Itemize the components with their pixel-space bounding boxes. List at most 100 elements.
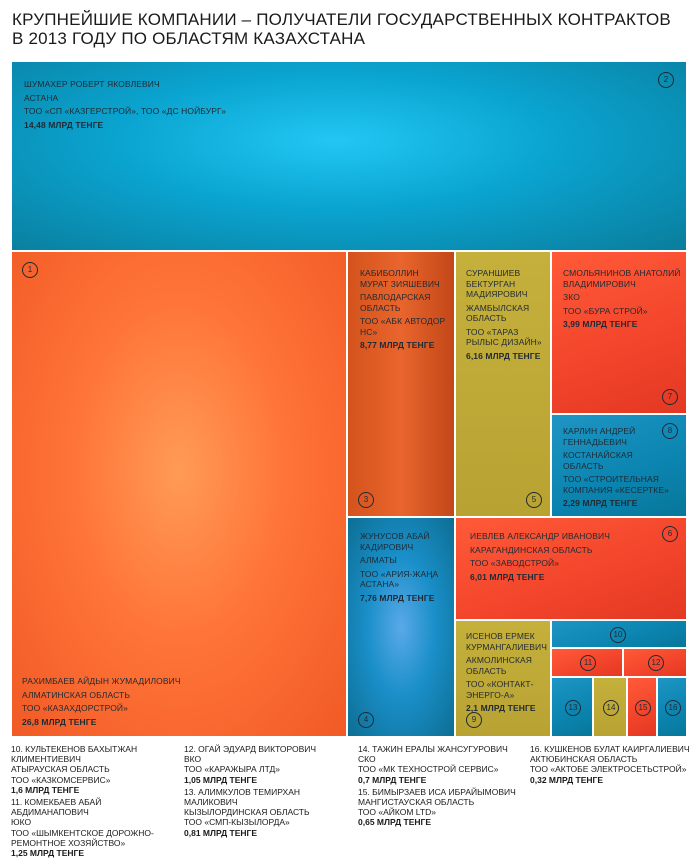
cell-company-4: ТОО «Ария-Жаңа Астана» (360, 568, 439, 590)
cell-amount-1: 26,8 млрд тенге (22, 716, 97, 727)
cell-text-2: Шумахер Роберт Яковлевич Астана ТОО «СП … (24, 79, 344, 130)
cell-text-4: Жунусов Абай Кадирович Алматы ТОО «Ария-… (360, 531, 448, 603)
legend-entry-11: 11. Комекбаев Абай Абдиманапович ЮКО ТОО… (11, 797, 171, 858)
legend-entry-14: 14. Тажин Ералы Жансугурович СКО ТОО «МК… (358, 744, 523, 785)
legend-column-2: 12. Огай Эдуард Викторович ВКО ТОО «Кара… (184, 744, 344, 840)
legend-region: Мангистауская область (358, 797, 475, 808)
legend-company: ТОО «Айком LTD» (358, 807, 436, 818)
cell-badge-12: 12 (648, 655, 664, 671)
cell-company-6: ТОО «Заводстрой» (470, 558, 560, 568)
cell-badge-2: 2 (658, 72, 674, 88)
chart-title-line-1: Крупнейшие компании – получатели государ… (12, 10, 671, 29)
cell-company-9: ТОО «Контакт-Энерго-А» (466, 679, 534, 700)
cell-amount-8: 2,29 млрд тенге (563, 498, 638, 508)
treemap-cell-8[interactable]: Карлин Андрей Геннадьевич Костанайская о… (551, 414, 687, 517)
cell-region-5: Жамбылская область (466, 302, 530, 324)
legend-region: ВКО (184, 754, 202, 765)
cell-name-2: Шумахер Роберт Яковлевич (24, 79, 160, 89)
legend-label: 11. Комекбаев Абай Абдиманапович (11, 797, 102, 818)
legend-company: ТОО «СМП-Кызылорда» (184, 817, 290, 828)
cell-name-1: Рахимбаев Айдын Жумадилович (22, 676, 181, 686)
cell-company-8: ТОО «Строительная компания «Кесертке» (563, 474, 669, 495)
treemap-cell-1[interactable]: 1 Рахимбаев Айдын Жумадилович Алматинска… (11, 251, 347, 737)
cell-text-1: Рахимбаев Айдын Жумадилович Алматинская … (22, 676, 322, 727)
cell-region-8: Костанайская область (563, 450, 633, 471)
cell-amount-2: 14,48 млрд тенге (24, 119, 104, 130)
legend-entry-16: 16. Кушкенов Булат Каиргалиевич Актюбинс… (530, 744, 690, 785)
chart-title-line-2: в 2013 году по областям Казахстана (12, 29, 366, 48)
cell-region-9: Акмолинская область (466, 655, 533, 676)
cell-badge-7: 7 (662, 389, 678, 405)
cell-badge-15: 15 (635, 700, 651, 716)
legend-amount: 0,7 млрд тенге (358, 774, 427, 785)
legend-amount: 0,81 млрд тенге (184, 827, 257, 838)
cell-region-7: ЗКО (563, 292, 580, 302)
legend-amount: 1,6 млрд тенге (11, 784, 80, 795)
cell-badge-5: 5 (526, 492, 542, 508)
cell-company-3: ТОО «АБК Автодор НС» (360, 316, 446, 337)
treemap-cell-2[interactable]: Шумахер Роберт Яковлевич Астана ТОО «СП … (11, 61, 687, 251)
legend-region: Кызылординская область (184, 807, 310, 818)
treemap-cell-4[interactable]: Жунусов Абай Кадирович Алматы ТОО «Ария-… (347, 517, 455, 737)
treemap-cell-16[interactable]: 16 (657, 677, 687, 737)
legend-company: ТОО «Актобе Электросетьстрой» (530, 764, 687, 775)
cell-name-4: Жунусов Абай Кадирович (360, 531, 430, 552)
cell-amount-7: 3,99 млрд тенге (563, 319, 638, 329)
legend-column-4: 16. Кушкенов Булат Каиргалиевич Актюбинс… (530, 744, 690, 787)
cell-badge-3: 3 (358, 492, 374, 508)
cell-amount-3: 8,77 млрд тенге (360, 340, 435, 350)
treemap-cell-3[interactable]: Кабиболлин Мурат Зияшевич Павлодарская о… (347, 251, 455, 517)
legend-label: 13. Алимкулов Темирхан Маликович (184, 786, 301, 808)
treemap-cell-12[interactable]: 12 (623, 648, 687, 677)
cell-badge-11: 11 (580, 655, 596, 671)
cell-text-8: Карлин Андрей Геннадьевич Костанайская о… (563, 426, 671, 509)
treemap-cell-6[interactable]: Иевлев Александр Иванович Карагандинская… (455, 517, 687, 620)
legend-company: ТОО «Шымкентское дорожно-ремонтное хозяй… (11, 827, 154, 848)
treemap-cell-9[interactable]: Исенов Ермек Курмангалиевич Акмолинская … (455, 620, 551, 737)
legend-entry-15: 15. Бимырзаев Иса Ибрайымович Мангистаус… (358, 787, 523, 828)
legend-column-1: 10. Культекенов Бахытжан Климентиевич Ат… (11, 744, 171, 860)
legend-entry-13: 13. Алимкулов Темирхан Маликович Кызылор… (184, 787, 344, 838)
cell-name-6: Иевлев Александр Иванович (470, 531, 610, 541)
cell-company-5: ТОО «Тараз Рылыс Дизайн» (466, 326, 542, 348)
treemap-cell-5[interactable]: Сураншиев Бектурган Мадиярович Жамбылска… (455, 251, 551, 517)
cell-badge-6: 6 (662, 526, 678, 542)
cell-badge-14: 14 (603, 700, 619, 716)
legend-label: 14. Тажин Ералы Жансугурович (358, 744, 508, 754)
cell-badge-16: 16 (665, 700, 681, 716)
legend-region: ЮКО (11, 817, 32, 828)
cell-badge-13: 13 (565, 700, 581, 716)
legend-amount: 1,05 млрд тенге (184, 774, 257, 785)
cell-badge-8: 8 (662, 423, 678, 439)
cell-text-5: Сураншиев Бектурган Мадиярович Жамбылска… (466, 268, 546, 361)
treemap-cell-10[interactable]: 10 (551, 620, 687, 648)
cell-region-1: Алматинская область (22, 689, 130, 700)
treemap-cell-7[interactable]: Смольянинов Анатолий Владимирович ЗКО ТО… (551, 251, 687, 414)
cell-text-3: Кабиболлин Мурат Зияшевич Павлодарская о… (360, 268, 448, 351)
cell-region-6: Карагандинская область (470, 544, 593, 555)
cell-company-2: ТОО «СП «Казгерстрой», ТОО «ДС Нойбург» (24, 106, 227, 116)
legend-label: 15. Бимырзаев Иса Ибрайымович (358, 786, 516, 797)
cell-badge-10: 10 (610, 627, 626, 643)
legend-amount: 0,32 млрд тенге (530, 774, 603, 785)
legend-company: ТОО «Казкомсервис» (11, 774, 111, 785)
cell-name-5: Сураншиев Бектурган Мадиярович (466, 268, 528, 299)
treemap-cell-15[interactable]: 15 (627, 677, 657, 737)
legend-region: СКО (358, 754, 376, 765)
legend-company: ТОО «Каражыра ЛТД» (184, 764, 280, 775)
cell-name-7: Смольянинов Анатолий Владимирович (563, 268, 681, 289)
legend-entry-12: 12. Огай Эдуард Викторович ВКО ТОО «Кара… (184, 744, 344, 785)
cell-badge-4: 4 (358, 712, 374, 728)
cell-region-4: Алматы (360, 555, 397, 565)
legend-region: Актюбинская область (530, 754, 638, 765)
legend-column-3: 14. Тажин Ералы Жансугурович СКО ТОО «МК… (358, 744, 523, 830)
legend-label: 12. Огай Эдуард Викторович (184, 744, 317, 754)
cell-name-3: Кабиболлин Мурат Зияшевич (360, 268, 440, 289)
cell-badge-9: 9 (466, 712, 482, 728)
treemap-cell-13[interactable]: 13 (551, 677, 593, 737)
legend-company: ТОО «МК Технострой сервис» (358, 764, 499, 775)
legend-label: 16. Кушкенов Булат Каиргалиевич (530, 744, 690, 754)
treemap-cell-14[interactable]: 14 (593, 677, 627, 737)
treemap-cell-11[interactable]: 11 (551, 648, 623, 677)
cell-text-9: Исенов Ермек Курмангалиевич Акмолинская … (466, 631, 550, 714)
